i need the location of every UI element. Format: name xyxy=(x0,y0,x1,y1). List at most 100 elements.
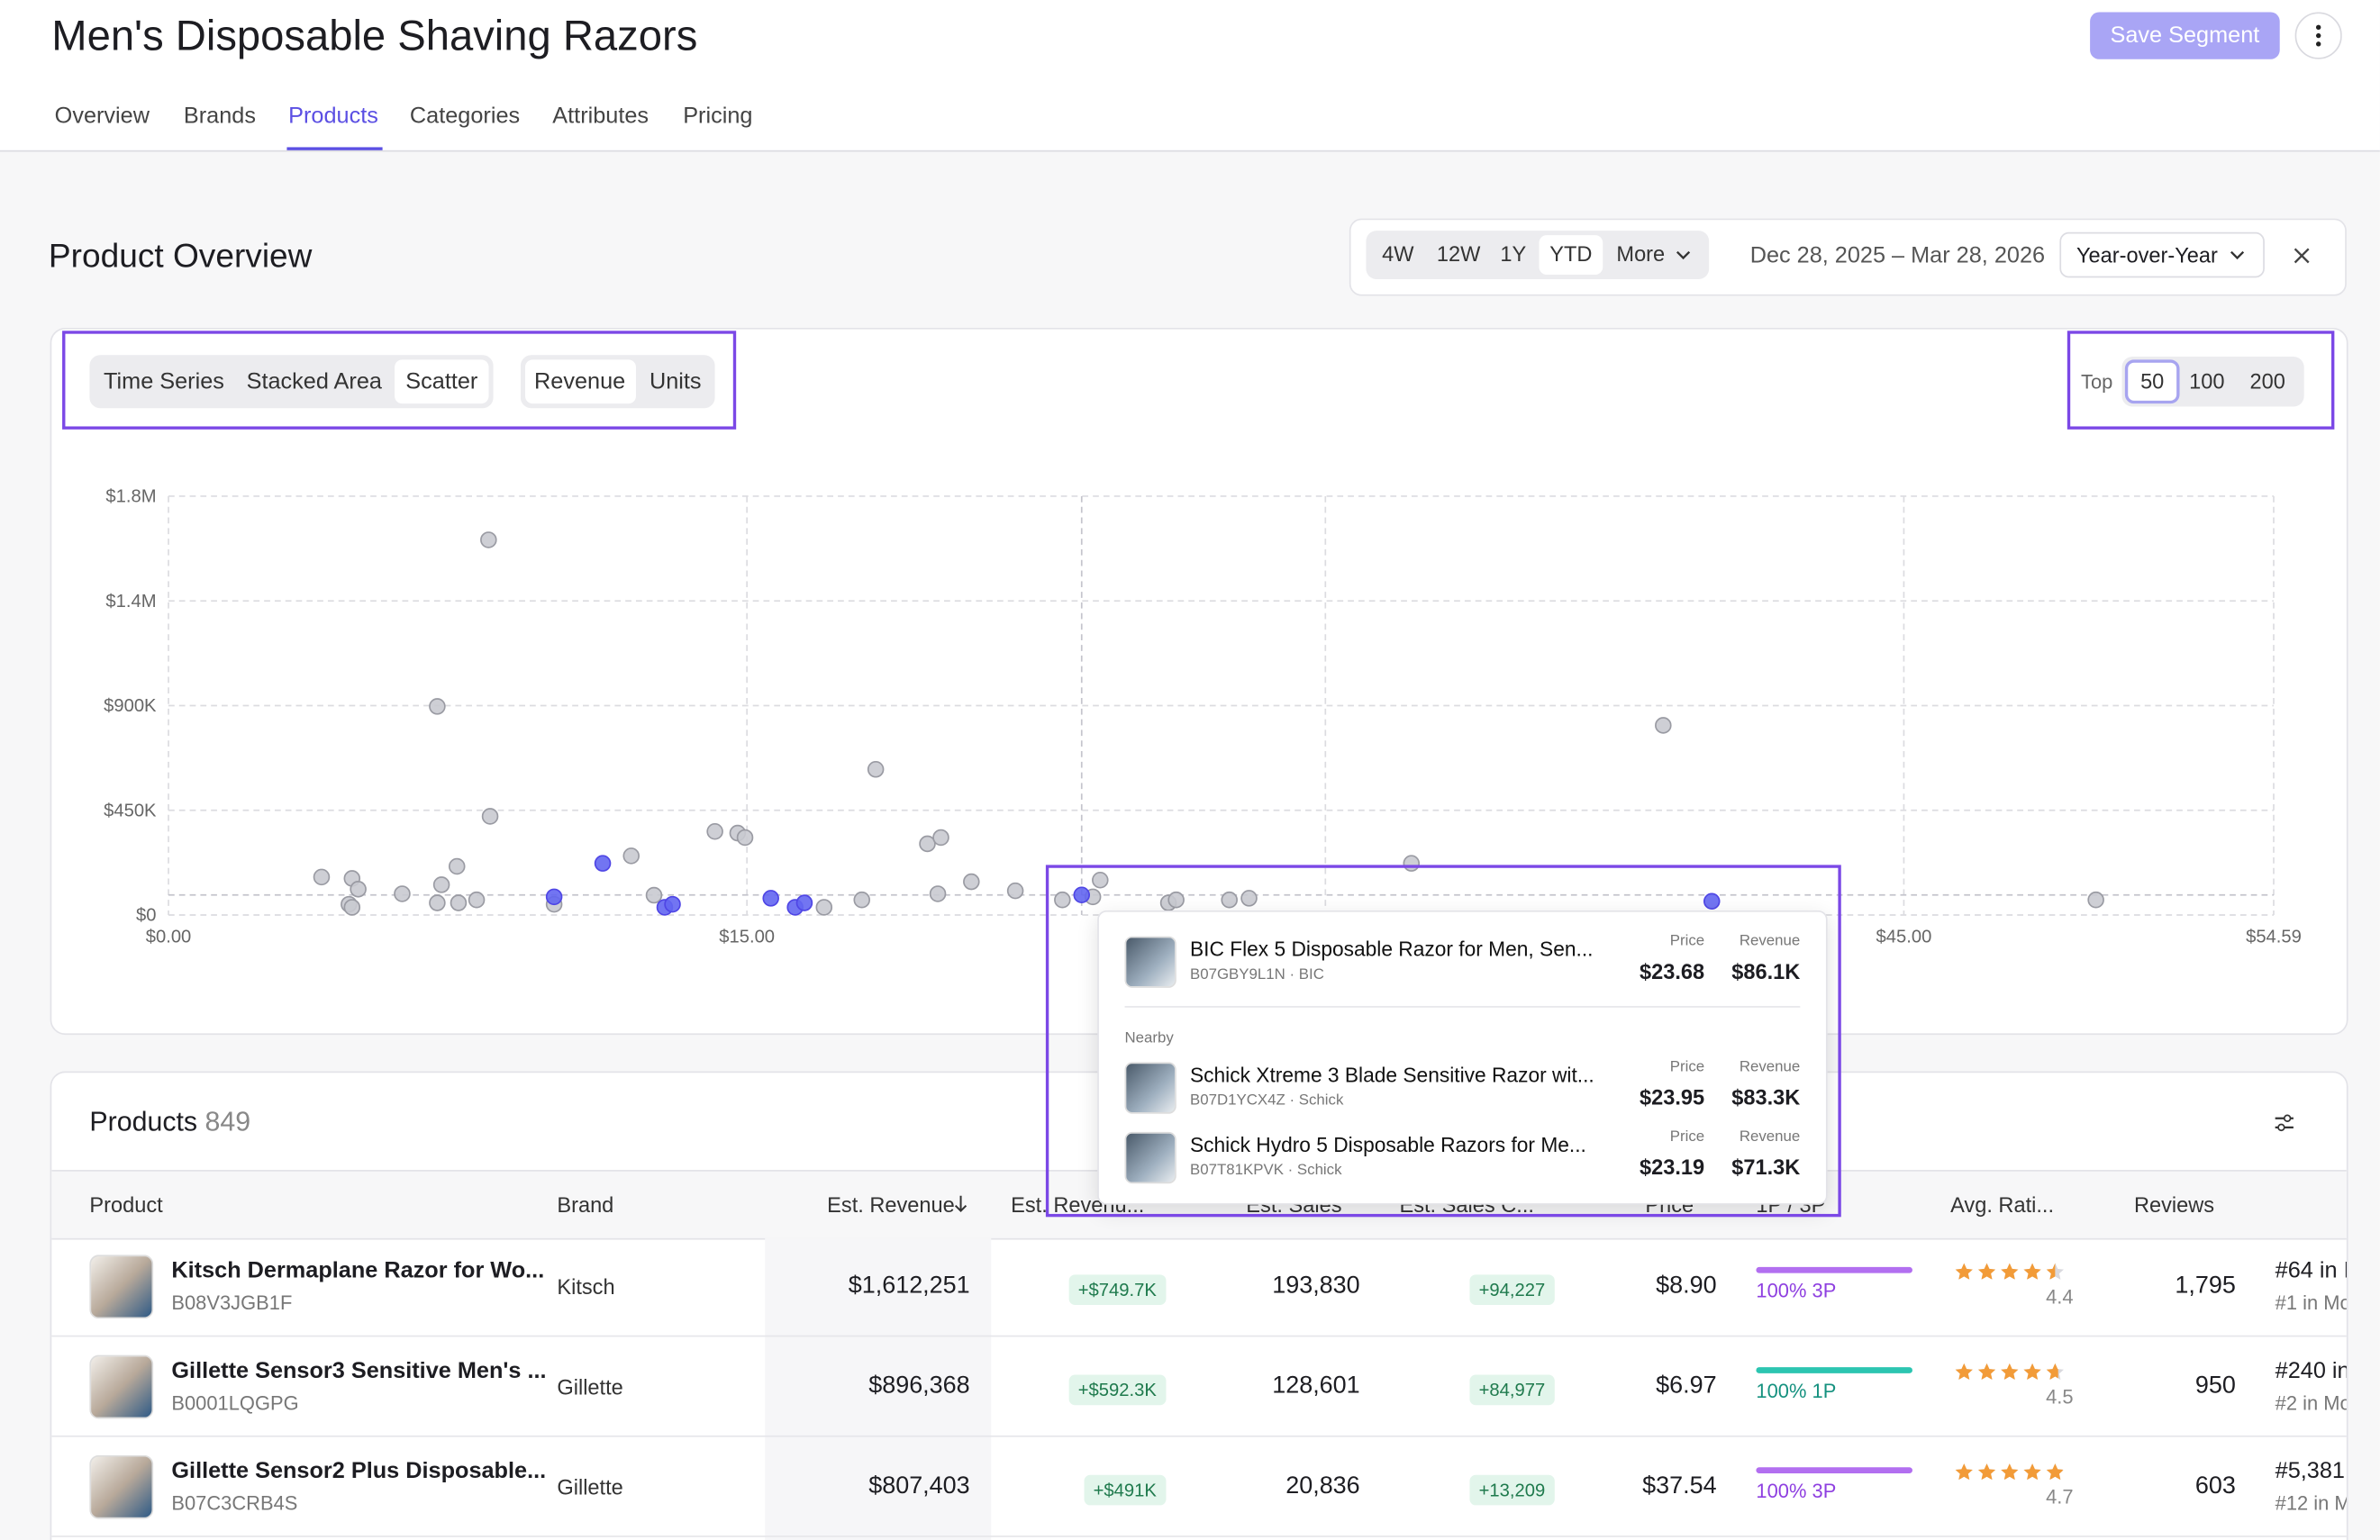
product-thumb xyxy=(89,1354,154,1419)
column-header: Reviews xyxy=(2133,1192,2215,1218)
reviews: 950 xyxy=(2194,1372,2236,1400)
data-point xyxy=(429,894,446,911)
data-point xyxy=(929,885,947,902)
range-option[interactable]: 12W xyxy=(1436,240,1481,266)
y-tick-label: $450K xyxy=(104,801,157,820)
tab[interactable]: Categories xyxy=(409,103,521,130)
sales-change: +13,209 xyxy=(1469,1474,1555,1506)
view-option[interactable]: Stacked Area xyxy=(246,368,382,395)
data-point xyxy=(480,531,497,548)
product-asin: B08V3JGB1F xyxy=(171,1291,293,1315)
metric-option[interactable]: Revenue xyxy=(534,368,626,395)
fulfillment-bar xyxy=(1756,1467,1912,1474)
data-point xyxy=(867,760,885,778)
active-metric xyxy=(524,359,636,404)
metric-option[interactable]: Units xyxy=(649,368,702,395)
data-point xyxy=(795,894,813,911)
data-point xyxy=(1703,892,1721,910)
column-header: Brand xyxy=(557,1192,614,1218)
data-point xyxy=(481,808,499,825)
data-point xyxy=(664,895,681,913)
section-title: Product Overview xyxy=(48,236,313,275)
product-name: Gillette Sensor2 Plus Disposable... xyxy=(171,1458,547,1484)
date-range[interactable]: Dec 28, 2025 – Mar 28, 2026 xyxy=(1749,242,2046,269)
rating: 4.5 xyxy=(2046,1385,2074,1409)
data-point xyxy=(762,890,779,907)
divider xyxy=(1124,1006,1801,1008)
data-point xyxy=(1240,890,1258,907)
product-thumb xyxy=(89,1454,154,1519)
column-header: Product xyxy=(89,1192,163,1218)
revenue-change: +$749.7K xyxy=(1068,1274,1167,1306)
data-point xyxy=(706,822,723,840)
revenue-change: +$491K xyxy=(1084,1474,1167,1506)
tab[interactable]: Overview xyxy=(54,103,150,130)
save-segment-button[interactable]: Save Segment xyxy=(2090,12,2280,59)
range-option[interactable]: YTD xyxy=(1549,240,1593,266)
price-label: Price xyxy=(1669,1059,1705,1076)
active-view xyxy=(395,359,489,404)
rank: #5,381 xyxy=(2275,1458,2345,1484)
y-tick-label: $900K xyxy=(104,696,157,716)
price: $6.97 xyxy=(1656,1372,1717,1400)
top-option[interactable]: 50 xyxy=(2140,368,2165,394)
revenue: $71.3K xyxy=(1731,1155,1801,1180)
sales: 193,830 xyxy=(1272,1273,1360,1300)
revenue-change: +$592.3K xyxy=(1068,1374,1167,1406)
range-selector xyxy=(1366,231,1710,280)
more-menu[interactable] xyxy=(2294,12,2342,59)
range-option[interactable]: More xyxy=(1616,240,1666,266)
table-row[interactable] xyxy=(51,1336,2347,1437)
revenue-label: Revenue xyxy=(1739,1128,1801,1146)
top-option[interactable]: 200 xyxy=(2249,368,2285,394)
nearby-label: Nearby xyxy=(1124,1030,1174,1047)
view-option[interactable]: Time Series xyxy=(104,368,224,395)
x-tick-label: $45.00 xyxy=(1876,927,1932,947)
price-label: Price xyxy=(1669,1128,1705,1146)
top-label: Top xyxy=(2080,370,2113,394)
data-point xyxy=(622,847,640,865)
chevron xyxy=(1676,250,1691,260)
table-row[interactable] xyxy=(51,1237,2347,1337)
data-point xyxy=(350,881,367,898)
product-name: Schick Xtreme 3 Blade Sensitive Razor wi… xyxy=(1189,1064,1594,1087)
data-point xyxy=(343,899,361,916)
reviews: 603 xyxy=(2194,1473,2236,1499)
data-point xyxy=(448,857,466,875)
data-point xyxy=(1092,871,1109,889)
close-button[interactable] xyxy=(2294,248,2311,265)
data-point xyxy=(1221,891,1238,909)
data-point xyxy=(450,894,468,911)
tab[interactable]: Pricing xyxy=(683,103,753,130)
reviews: 1,795 xyxy=(2175,1273,2236,1300)
tab[interactable]: Products xyxy=(288,103,378,130)
data-point xyxy=(468,891,486,909)
range-option[interactable]: 1Y xyxy=(1500,240,1527,266)
table-row[interactable] xyxy=(51,1437,2347,1537)
view-option[interactable]: Scatter xyxy=(405,368,478,395)
tab[interactable]: Brands xyxy=(183,103,256,130)
sort-icon[interactable] xyxy=(953,1194,968,1212)
price: $8.90 xyxy=(1656,1273,1717,1300)
data-point xyxy=(394,885,411,902)
fulfillment-bar xyxy=(1756,1367,1912,1373)
range-option[interactable]: 4W xyxy=(1382,240,1414,266)
rank: #240 in xyxy=(2275,1357,2348,1384)
product-meta: B07T81KPVK · Schick xyxy=(1189,1162,1342,1180)
tooltip: BIC Flex 5 Disposable Razor for Men, Sen… xyxy=(1097,910,1828,1205)
y-tick-label: $1.8M xyxy=(105,487,156,507)
rating: 4.7 xyxy=(2046,1485,2074,1508)
table-title: Products xyxy=(89,1106,198,1137)
column-header: Est. Revenue xyxy=(827,1192,955,1218)
chevron xyxy=(2230,250,2245,260)
sales-change: +94,227 xyxy=(1469,1274,1555,1306)
product-name: BIC Flex 5 Disposable Razor for Men, Sen… xyxy=(1189,938,1594,961)
data-point xyxy=(645,886,663,904)
comparison-label: Year-over-Year xyxy=(2076,242,2218,267)
comparison-select[interactable] xyxy=(2059,231,2265,278)
data-point xyxy=(1054,891,1071,909)
tab[interactable]: Attributes xyxy=(552,103,650,130)
column-settings[interactable] xyxy=(2274,1112,2295,1134)
top-option[interactable]: 100 xyxy=(2189,368,2225,394)
